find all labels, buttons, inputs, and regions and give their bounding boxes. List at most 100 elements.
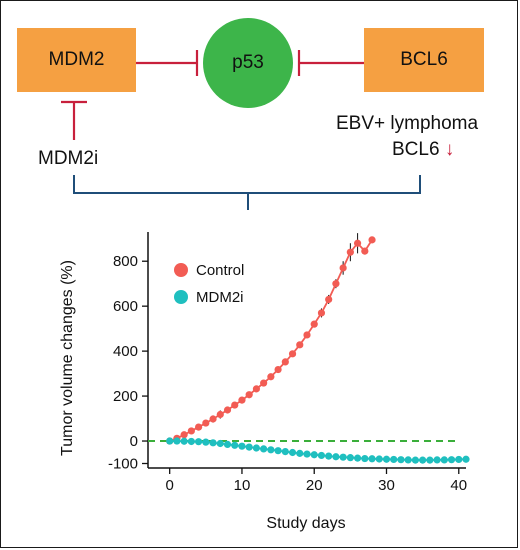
mdm2i-point [223,440,232,448]
control-point [325,295,333,304]
mdm2i-legend-label: MDM2i [196,289,244,306]
control-point [339,264,347,272]
ebv-lymphoma-label: EBV+ lymphoma [336,113,479,134]
mdm2i-point [317,451,326,460]
mdm2i-label: MDM2i [38,148,99,169]
mdm2i-point [339,453,347,461]
p53-node [203,18,293,108]
control-point [187,427,195,435]
y-tick-label: 800 [113,253,138,270]
control-point [194,423,203,431]
mdm2i-point [325,452,333,460]
y-tick-label: 400 [113,343,138,360]
mdm2i-point [440,456,448,464]
mdm2i-point [166,437,174,445]
control-point [260,379,268,387]
x-tick-label: 20 [306,477,323,494]
mdm2-node: MDM2 [17,28,136,92]
mdm2i-point [274,447,282,455]
mdm2i-point [455,455,463,464]
down-arrow-icon: ↓ [444,139,455,160]
mdm2-label: MDM2 [48,49,105,70]
y-tick-label: 0 [130,433,138,450]
control-legend-label: Control [196,262,244,279]
control-point [223,406,232,414]
control-legend-marker [174,263,188,277]
control-point [231,401,239,409]
p53-label: p53 [232,52,264,73]
mdm2i-point [310,451,318,459]
mdm2i-point [180,437,188,445]
mdm2i-point [252,444,261,452]
mdm2i-point [382,455,391,463]
control-point [216,410,224,419]
mdm2i-point [238,442,246,450]
mdm2i-point [202,438,210,446]
y-tick-label: -100 [108,456,138,473]
mdm2i-point [245,443,253,451]
mdm2i-point [426,456,434,464]
x-tick-label: 40 [450,477,467,494]
bcl6-label: BCL6 [400,49,448,70]
mdm2i-point [404,456,412,464]
mdm2i-point [368,455,376,463]
control-point [288,350,297,358]
control-point [281,358,289,366]
y-axis-label: Tumor volume changes (%) [59,260,76,456]
control-point [317,309,326,317]
mdm2i-point [361,454,369,463]
x-tick-label: 0 [166,477,174,494]
mdm2i-point [303,450,311,458]
mdm2i-point [375,455,383,463]
x-tick-label: 30 [378,477,395,494]
control-point [361,247,369,255]
control-point [303,331,311,339]
mdm2i-point [194,438,203,446]
y-tick-label: 200 [113,388,138,405]
control-point [202,419,210,427]
mdm2i-point [390,455,398,464]
mdm2i-point [397,456,405,464]
mdm2i-point [260,445,268,453]
control-point [238,396,246,404]
mdm2i-point [281,447,289,456]
control-point [346,248,354,256]
control-point [310,320,318,328]
mdm2i-point [332,453,340,461]
mdm2i-point [419,456,427,464]
mdm2i-point [231,441,239,449]
control-point [274,365,282,374]
x-axis-label: Study days [266,515,345,532]
x-tick-label: 10 [234,477,251,494]
control-point [252,385,261,393]
mdm2i-point [353,454,362,462]
mdm2i-point [187,437,195,446]
mdm2i-point [447,456,456,464]
mdm2i-point [173,437,181,445]
mdm2i-point [288,448,297,457]
control-point [332,280,340,288]
mdm2i-point [462,455,470,463]
mdm2i-point [411,456,420,464]
mdm2i-point [267,446,275,454]
bcl6-down-label: BCL6 ↓ [392,139,454,161]
y-tick-label: 600 [113,298,138,315]
control-point [296,341,304,349]
control-point [180,431,188,439]
mdm2i-point [433,456,441,464]
mdm2i-point [346,454,354,462]
control-point [267,373,275,381]
bcl6-node: BCL6 [364,28,484,92]
mdm2i-legend-marker [174,290,188,304]
bcl6-down-text: BCL6 [392,139,440,160]
control-point [353,239,362,247]
control-point [368,236,376,244]
mdm2i-point [216,439,224,448]
mdm2i-point [209,439,217,447]
mdm2i-point [296,449,304,457]
control-point [209,415,217,423]
control-point [245,391,253,399]
